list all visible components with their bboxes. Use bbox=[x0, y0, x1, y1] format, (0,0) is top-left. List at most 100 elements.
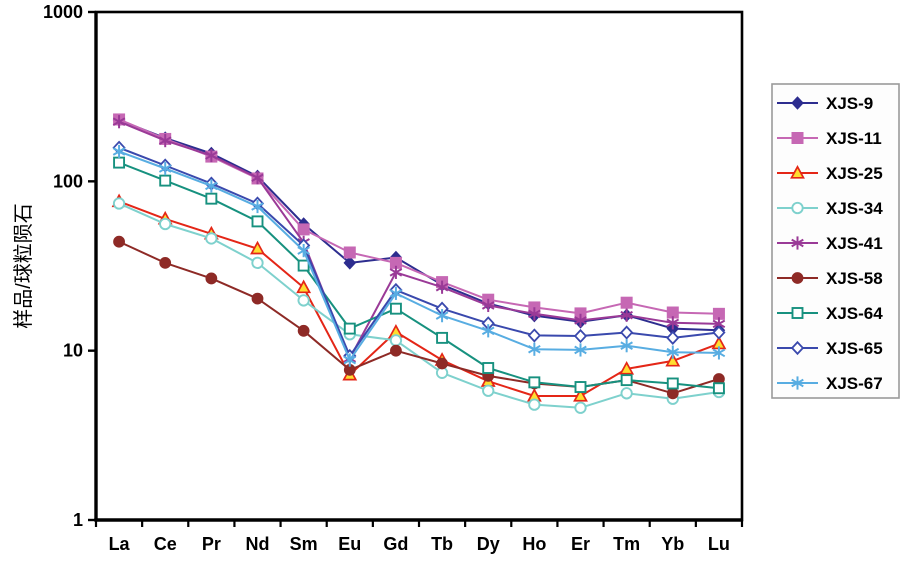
marker-XJS-41 bbox=[791, 238, 804, 248]
marker-XJS-41 bbox=[435, 282, 449, 292]
marker-XJS-67 bbox=[574, 345, 587, 355]
marker-XJS-34 bbox=[159, 217, 172, 231]
x-tick-label: Er bbox=[571, 534, 590, 554]
marker-XJS-67 bbox=[158, 164, 172, 173]
legend-item-XJS-65: XJS-65 bbox=[777, 339, 883, 358]
marker-XJS-58 bbox=[791, 272, 804, 284]
marker-XJS-67 bbox=[435, 311, 449, 320]
x-tick-label: Yb bbox=[661, 534, 684, 554]
legend-label-XJS-25: XJS-25 bbox=[826, 164, 883, 183]
marker-XJS-41 bbox=[666, 318, 680, 328]
marker-XJS-65 bbox=[620, 325, 634, 340]
marker-XJS-64 bbox=[791, 307, 804, 319]
marker-XJS-41 bbox=[251, 173, 264, 183]
marker-XJS-11 bbox=[343, 246, 356, 259]
marker-XJS-67 bbox=[251, 202, 264, 211]
marker-XJS-34 bbox=[297, 294, 310, 307]
marker-XJS-64 bbox=[528, 376, 541, 389]
x-tick-label: Sm bbox=[290, 534, 318, 554]
marker-XJS-67 bbox=[481, 326, 495, 336]
marker-XJS-64 bbox=[159, 174, 172, 187]
x-tick-label: Ho bbox=[522, 534, 546, 554]
marker-XJS-58 bbox=[297, 324, 310, 337]
marker-XJS-34 bbox=[528, 398, 541, 411]
marker-XJS-11 bbox=[791, 132, 804, 144]
marker-XJS-41 bbox=[158, 136, 172, 145]
marker-XJS-11 bbox=[297, 223, 310, 236]
marker-XJS-58 bbox=[436, 357, 448, 370]
marker-XJS-67 bbox=[528, 344, 541, 354]
series-line-XJS-25 bbox=[118, 200, 720, 397]
marker-XJS-67 bbox=[666, 347, 680, 357]
marker-XJS-41 bbox=[389, 268, 403, 277]
marker-XJS-67 bbox=[343, 355, 357, 365]
legend-item-XJS-67: XJS-67 bbox=[777, 374, 883, 393]
marker-XJS-34 bbox=[251, 256, 264, 270]
legend-label-XJS-11: XJS-11 bbox=[826, 129, 882, 148]
marker-XJS-65 bbox=[527, 328, 541, 343]
marker-XJS-9 bbox=[343, 256, 357, 270]
legend-label-XJS-65: XJS-65 bbox=[826, 339, 883, 358]
legend-label-XJS-9: XJS-9 bbox=[826, 94, 873, 113]
marker-XJS-67 bbox=[112, 147, 126, 156]
marker-XJS-64 bbox=[343, 322, 356, 335]
marker-XJS-34 bbox=[482, 384, 495, 397]
marker-XJS-41 bbox=[620, 310, 633, 320]
x-tick-label: La bbox=[109, 534, 131, 554]
marker-XJS-58 bbox=[205, 272, 218, 285]
marker-XJS-25 bbox=[619, 360, 635, 375]
x-tick-label: Dy bbox=[477, 534, 500, 554]
marker-XJS-41 bbox=[528, 309, 541, 319]
x-tick-label: Nd bbox=[246, 534, 270, 554]
legend-label-XJS-64: XJS-64 bbox=[826, 304, 883, 323]
series-line-XJS-11 bbox=[118, 118, 720, 315]
marker-XJS-64 bbox=[297, 259, 310, 272]
marker-XJS-67 bbox=[297, 246, 310, 255]
marker-XJS-67 bbox=[791, 378, 804, 388]
series-line-XJS-64 bbox=[118, 161, 720, 390]
marker-XJS-41 bbox=[112, 117, 126, 126]
legend-item-XJS-41: XJS-41 bbox=[777, 234, 883, 253]
y-tick-label: 1000 bbox=[43, 2, 83, 22]
marker-XJS-41 bbox=[574, 316, 587, 325]
marker-XJS-41 bbox=[481, 301, 495, 310]
marker-XJS-64 bbox=[436, 331, 449, 344]
marker-XJS-64 bbox=[482, 362, 495, 374]
x-tick-label: Tb bbox=[431, 534, 453, 554]
marker-XJS-64 bbox=[712, 382, 725, 395]
marker-XJS-67 bbox=[620, 341, 633, 350]
legend-item-XJS-9: XJS-9 bbox=[777, 94, 873, 113]
x-tick-label: Lu bbox=[708, 534, 730, 554]
marker-XJS-11 bbox=[620, 296, 633, 309]
marker-XJS-25 bbox=[250, 240, 265, 255]
marker-XJS-58 bbox=[666, 387, 679, 400]
legend-label-XJS-41: XJS-41 bbox=[826, 234, 883, 253]
marker-XJS-67 bbox=[712, 348, 726, 358]
marker-XJS-41 bbox=[205, 151, 218, 160]
marker-XJS-25 bbox=[296, 279, 312, 294]
marker-XJS-64 bbox=[251, 215, 264, 228]
marker-XJS-34 bbox=[791, 201, 804, 215]
marker-XJS-64 bbox=[389, 302, 402, 315]
marker-XJS-67 bbox=[205, 181, 218, 191]
marker-XJS-65 bbox=[666, 330, 680, 345]
marker-XJS-64 bbox=[205, 192, 218, 205]
marker-XJS-34 bbox=[112, 197, 126, 210]
legend-label-XJS-34: XJS-34 bbox=[826, 199, 883, 218]
marker-XJS-34 bbox=[574, 401, 587, 414]
legend-item-XJS-11: XJS-11 bbox=[777, 129, 882, 148]
marker-XJS-64 bbox=[113, 156, 126, 169]
marker-XJS-65 bbox=[573, 328, 588, 344]
legend-item-XJS-64: XJS-64 bbox=[777, 304, 883, 323]
marker-XJS-58 bbox=[159, 256, 172, 269]
legend-label-XJS-67: XJS-67 bbox=[826, 374, 883, 393]
marker-XJS-58 bbox=[390, 344, 402, 357]
marker-XJS-67 bbox=[389, 289, 403, 298]
marker-XJS-65 bbox=[790, 340, 805, 356]
legend-label-XJS-58: XJS-58 bbox=[826, 269, 883, 288]
series-line-XJS-41 bbox=[118, 120, 720, 360]
x-tick-label: Gd bbox=[383, 534, 408, 554]
legend-item-XJS-34: XJS-34 bbox=[777, 199, 883, 218]
